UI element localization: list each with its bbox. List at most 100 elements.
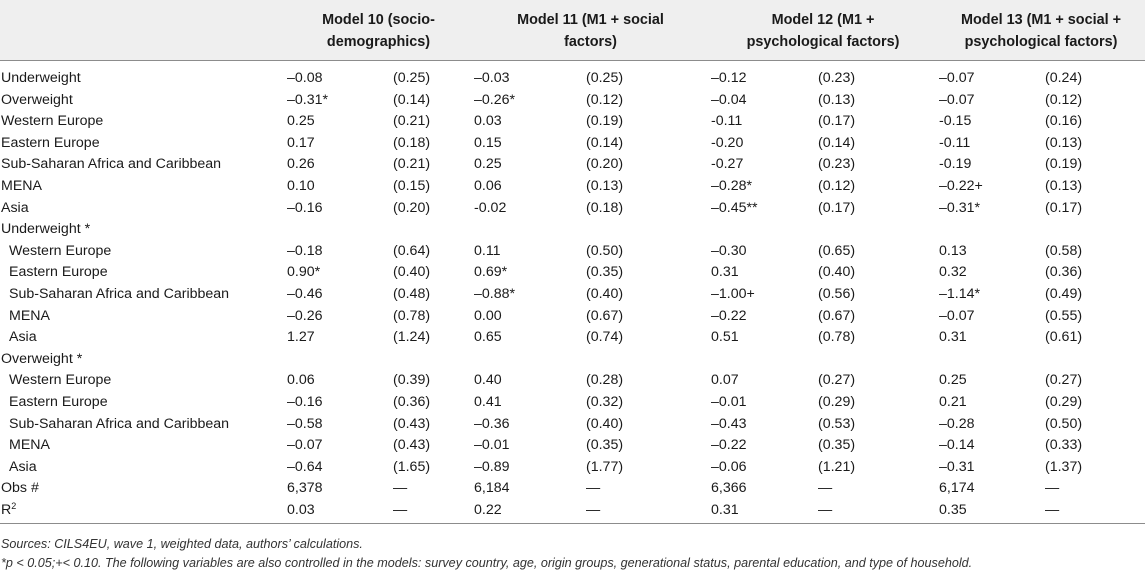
std-error-cell: (0.50)	[586, 242, 624, 259]
std-error-cell: (0.18)	[586, 199, 624, 216]
std-error-cell: (0.78)	[393, 307, 431, 324]
std-error-cell: —	[1040, 499, 1145, 525]
std-error-cell: (1.77)	[586, 458, 624, 475]
std-error-cell: (0.56)	[818, 285, 856, 302]
row-label: Underweight *	[1, 221, 91, 238]
coefficient-cell: –0.22	[711, 307, 747, 324]
coefficient-cell: –0.26	[287, 307, 323, 324]
std-error-cell: (0.25)	[393, 70, 431, 86]
coefficient-cell: 0.03	[474, 113, 502, 130]
row-label: Underweight	[1, 70, 81, 86]
std-error-cell: (1.21)	[818, 458, 856, 475]
std-error-cell: (0.40)	[393, 264, 431, 281]
row-label: Sub-Saharan Africa and Caribbean	[9, 415, 230, 432]
std-error-cell: (0.74)	[586, 329, 624, 346]
std-error-cell: (1.65)	[393, 458, 431, 475]
coefficient-cell: 1.27	[287, 329, 315, 346]
std-error-cell: (0.35)	[586, 264, 624, 281]
coefficient-cell	[709, 219, 813, 241]
table-row: Eastern Europe –0.16 (0.36) 0.41 (0.32) –0.01…	[0, 392, 1145, 414]
std-error-cell: (0.23)	[818, 70, 856, 86]
coefficient-cell: -0.02	[474, 199, 507, 216]
coefficient-cell: –0.28*	[711, 177, 753, 194]
std-error-cell: (0.53)	[818, 415, 856, 432]
row-label: Asia	[9, 458, 37, 475]
coefficient-cell: 0.22	[472, 499, 581, 525]
coefficient-cell: 0.06	[474, 177, 502, 194]
table-row: Western Europe 0.06 (0.39) 0.40 (0.28) 0.07 (0…	[0, 370, 1145, 392]
std-error-cell: —	[388, 499, 472, 525]
std-error-cell: (0.25)	[586, 70, 624, 86]
table-row: Eastern Europe 0.17 (0.18) 0.15 (0.14) -0.20 (…	[0, 133, 1145, 155]
row-label: Overweight	[1, 91, 73, 108]
std-error-cell: (0.35)	[586, 437, 624, 454]
coefficient-cell	[709, 349, 813, 371]
table-row: Sub-Saharan Africa and Caribbean –0.58 (0.…	[0, 414, 1145, 436]
coefficient-cell: -0.27	[711, 156, 744, 173]
std-error-cell: (1.37)	[1045, 458, 1083, 475]
std-error-cell: (0.15)	[393, 177, 431, 194]
coefficient-cell: 0.69*	[474, 264, 508, 281]
coefficient-cell: –0.31	[939, 458, 975, 475]
std-error-cell	[1040, 349, 1145, 371]
coefficient-cell: -0.20	[711, 134, 744, 151]
table-row: R2 0.03—0.22—0.31—0.35—	[0, 499, 1145, 525]
coefficient-cell: 0.25	[287, 113, 315, 130]
coefficient-cell: –0.43	[711, 415, 747, 432]
std-error-cell: —	[818, 480, 833, 497]
table-row: Sub-Saharan Africa and Caribbean 0.26 (0.2…	[0, 154, 1145, 176]
std-error-cell	[813, 219, 937, 241]
coefficient-cell: 0.03	[285, 499, 388, 525]
coefficient-cell: 0.13	[939, 242, 967, 259]
std-error-cell: (0.21)	[393, 113, 431, 130]
std-error-cell: (0.24)	[1045, 70, 1083, 86]
std-error-cell	[1040, 219, 1145, 241]
std-error-cell: —	[1045, 480, 1060, 497]
coefficient-cell: –0.22+	[939, 177, 983, 194]
std-error-cell: (0.17)	[818, 199, 856, 216]
table-row: Overweight –0.31* (0.14) –0.26* (0.12) –0.04 (…	[0, 90, 1145, 112]
coefficient-cell: –0.89	[474, 458, 510, 475]
coefficient-cell: –0.16	[287, 393, 323, 410]
coefficient-cell: -0.15	[939, 113, 972, 130]
coefficient-cell: –1.00+	[711, 285, 755, 302]
row-label: Asia	[9, 329, 37, 346]
std-error-cell: (0.13)	[1045, 134, 1083, 151]
row-label: MENA	[9, 437, 50, 454]
coefficient-cell	[285, 219, 388, 241]
coefficient-cell: 0.00	[474, 307, 502, 324]
std-error-cell: (0.13)	[818, 91, 856, 108]
std-error-cell: (0.64)	[393, 242, 431, 259]
std-error-cell	[813, 349, 937, 371]
coefficient-cell	[937, 349, 1040, 371]
coefficient-cell: –0.46	[287, 285, 323, 302]
coefficient-cell: –0.07	[939, 70, 975, 86]
coefficient-cell: –0.18	[287, 242, 323, 259]
coefficient-cell: 0.10	[287, 177, 315, 194]
coefficient-cell: –0.88*	[474, 285, 516, 302]
coefficient-cell: –1.14*	[939, 285, 981, 302]
std-error-cell: (0.36)	[1045, 264, 1083, 281]
std-error-cell: (0.13)	[586, 177, 624, 194]
table-row: Underweight *	[0, 219, 1145, 241]
coefficient-cell: -0.11	[711, 113, 743, 130]
significance-note: *p < 0.05;+< 0.10. The following variabl…	[1, 556, 973, 570]
table-footnotes: Sources: CILS4EU, wave 1, weighted data,…	[0, 535, 1145, 573]
row-label: Western Europe	[1, 113, 104, 130]
header-model-12: Model 12 (M1 + psychological factors)	[709, 0, 937, 61]
coefficient-cell	[472, 219, 581, 241]
table-row: Asia 1.27 (1.24) 0.65 (0.74) 0.51 (0.78) 0.31 (0…	[0, 327, 1145, 349]
std-error-cell: —	[813, 499, 937, 525]
std-error-cell: (0.49)	[1045, 285, 1083, 302]
std-error-cell: (0.29)	[818, 393, 856, 410]
std-error-cell: (0.43)	[393, 437, 431, 454]
std-error-cell: (0.40)	[818, 264, 856, 281]
std-error-cell: (0.48)	[393, 285, 431, 302]
std-error-cell: (0.33)	[1045, 437, 1083, 454]
std-error-cell: (0.21)	[393, 156, 431, 173]
coefficient-cell: 0.65	[474, 329, 502, 346]
std-error-cell: (0.18)	[393, 134, 431, 151]
coefficient-cell: –0.36	[474, 415, 510, 432]
std-error-cell: (0.50)	[1045, 415, 1083, 432]
coefficient-cell: –0.12	[711, 70, 747, 86]
